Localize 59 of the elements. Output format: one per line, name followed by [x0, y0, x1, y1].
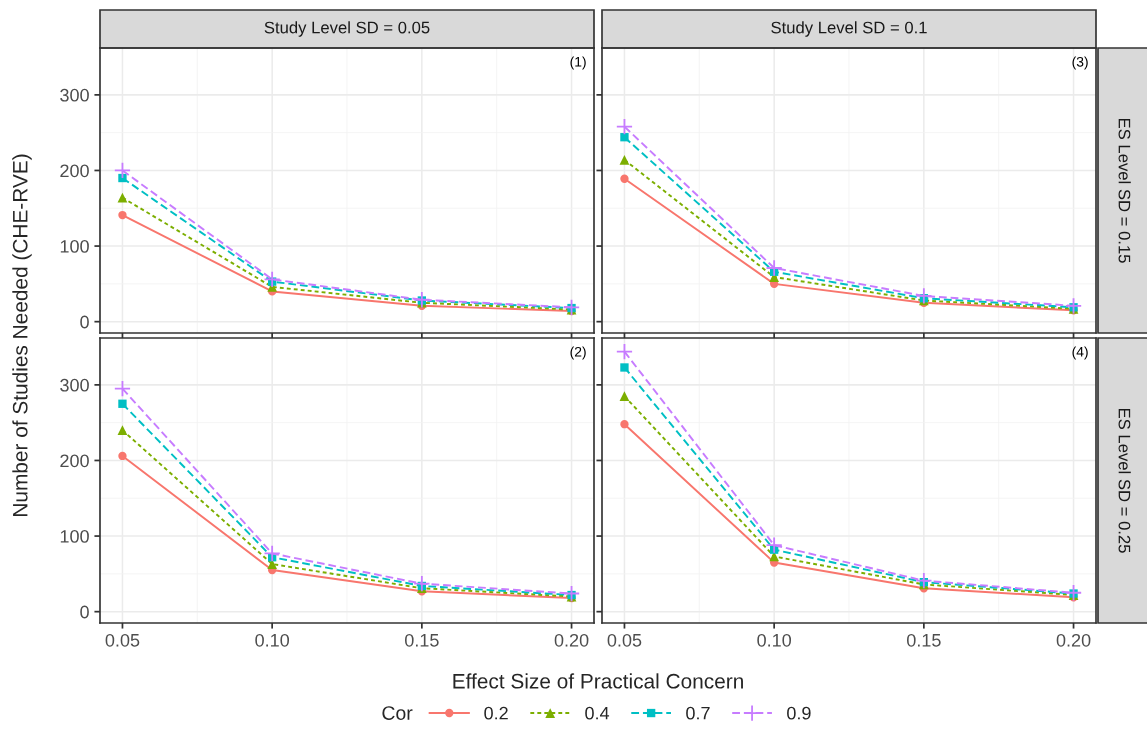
legend-label: 0.4: [585, 706, 610, 720]
legend-label: 0.9: [787, 706, 811, 720]
point: [113, 380, 131, 398]
x-axis-title: Effect Size of Practical Concern: [453, 673, 743, 689]
point: [615, 343, 633, 361]
legend-label: 0.7: [686, 706, 710, 720]
legend-label: 0.2: [484, 706, 508, 720]
x-tick-label: 0.10: [757, 633, 792, 647]
point: [619, 155, 630, 165]
point: [1065, 297, 1083, 315]
point: [118, 399, 127, 408]
point: [619, 391, 630, 402]
point: [620, 174, 629, 183]
x-tick-label: 0.15: [404, 633, 439, 647]
x-tick-label: 0.05: [105, 633, 140, 647]
y2-axis-title: ES Level SD = 0.25: [1118, 408, 1131, 553]
x-tick-label: 0.05: [607, 633, 642, 647]
point: [117, 192, 128, 203]
chart-title: Study Level SD = 0.1: [771, 21, 927, 37]
y-tick-label: 200: [60, 454, 89, 468]
point: [563, 584, 581, 603]
chart-title: Study Level SD = 0.05: [264, 21, 430, 37]
annotation: (2): [570, 346, 586, 360]
y2-axis-title: ES Level SD = 0.15: [1118, 118, 1131, 263]
point: [118, 210, 127, 220]
point: [263, 270, 281, 288]
x-tick-label: 0.20: [1056, 633, 1091, 647]
x-tick-label: 0.10: [255, 633, 290, 647]
point: [263, 544, 281, 562]
point: [413, 575, 431, 593]
annotation: (1): [570, 56, 586, 70]
point: [765, 259, 783, 277]
y-tick-label: 300: [60, 88, 89, 102]
point: [117, 425, 128, 436]
y-tick-label: 100: [60, 530, 89, 543]
point: [620, 363, 629, 372]
y-axis-title: Number of Studies Needed (CHE-RVE): [12, 154, 32, 516]
legend-title: Cor: [382, 706, 413, 720]
point: [620, 133, 629, 142]
point: [118, 451, 127, 461]
y-tick-label: 0: [80, 315, 89, 329]
annotation: (4): [1072, 346, 1088, 360]
point: [118, 173, 127, 183]
x-tick-label: 0.20: [554, 633, 589, 647]
y-tick-label: 0: [80, 605, 89, 619]
point: [915, 572, 933, 590]
annotation: (3): [1072, 56, 1088, 70]
point: [1065, 584, 1083, 602]
point: [620, 420, 629, 429]
point: [113, 161, 131, 180]
point: [765, 536, 783, 554]
y-tick-label: 200: [60, 164, 89, 178]
y-tick-label: 300: [60, 378, 89, 392]
point: [615, 118, 633, 136]
point: [915, 287, 933, 305]
point: [413, 291, 431, 309]
x-tick-label: 0.15: [906, 633, 941, 647]
point: [563, 298, 581, 316]
y-tick-label: 100: [60, 240, 89, 253]
